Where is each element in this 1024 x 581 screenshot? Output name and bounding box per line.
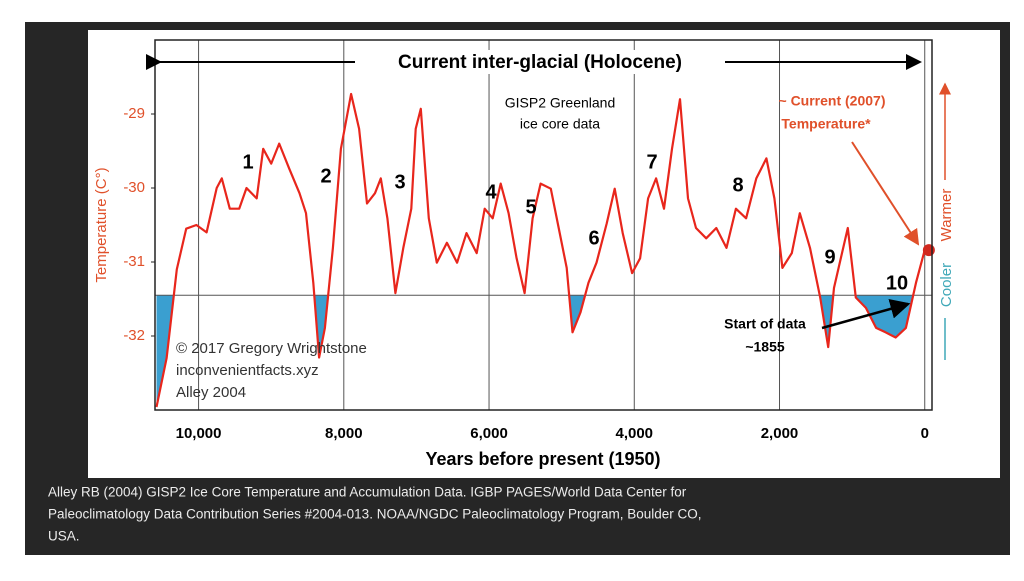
subtitle: GISP2 Greenland xyxy=(505,95,616,111)
start-label: Start of data xyxy=(724,316,806,332)
annotation: 2 xyxy=(320,165,331,187)
annotation: 8 xyxy=(732,174,743,196)
x-tick-label: 2,000 xyxy=(761,425,799,442)
start-label: ~1855 xyxy=(745,339,785,355)
x-tick-label: 0 xyxy=(921,425,929,442)
annotation: 6 xyxy=(588,227,599,249)
credit: Alley 2004 xyxy=(176,384,246,401)
caption: Paleoclimatology Data Contribution Serie… xyxy=(48,507,702,522)
warmer-label: Warmer xyxy=(938,189,955,242)
subtitle: ice core data xyxy=(520,116,600,132)
x-tick-label: 4,000 xyxy=(615,425,653,442)
y-tick-label: -30 xyxy=(123,179,145,196)
chart-panel xyxy=(88,30,1000,478)
caption: Alley RB (2004) GISP2 Ice Core Temperatu… xyxy=(48,485,687,500)
plot-area xyxy=(155,40,935,410)
y-tick-label: -29 xyxy=(123,105,145,122)
current-label: ~ Current (2007) xyxy=(779,93,886,109)
credit: inconvenientfacts.xyz xyxy=(176,362,319,379)
x-tick-label: 8,000 xyxy=(325,425,363,442)
cooler-label: Cooler xyxy=(938,263,955,307)
caption: USA. xyxy=(48,529,80,544)
x-axis-label: Years before present (1950) xyxy=(425,449,660,469)
x-tick-label: 6,000 xyxy=(470,425,508,442)
y-tick-label: -31 xyxy=(123,253,145,270)
annotation: 7 xyxy=(646,151,657,173)
start-arrow xyxy=(821,299,911,330)
chart-title: Current inter-glacial (Holocene) xyxy=(398,52,682,73)
plot-border xyxy=(154,39,933,411)
annotation: 5 xyxy=(525,196,536,218)
current-label: Temperature* xyxy=(781,116,871,132)
y-axis-label: Temperature (C°) xyxy=(93,167,110,282)
y-tick-label: -32 xyxy=(123,327,145,344)
current-point xyxy=(922,244,935,257)
annotation: 10 xyxy=(886,272,908,294)
data-line xyxy=(155,92,926,408)
title-bg xyxy=(355,50,725,74)
annotation: 1 xyxy=(242,151,253,173)
annotation: 9 xyxy=(824,246,835,268)
x-tick-label: 10,000 xyxy=(176,425,222,442)
annotation: 3 xyxy=(394,171,405,193)
annotation: 4 xyxy=(485,181,497,203)
credit: © 2017 Gregory Wrightstone xyxy=(176,340,367,357)
current-arrow xyxy=(851,141,920,246)
